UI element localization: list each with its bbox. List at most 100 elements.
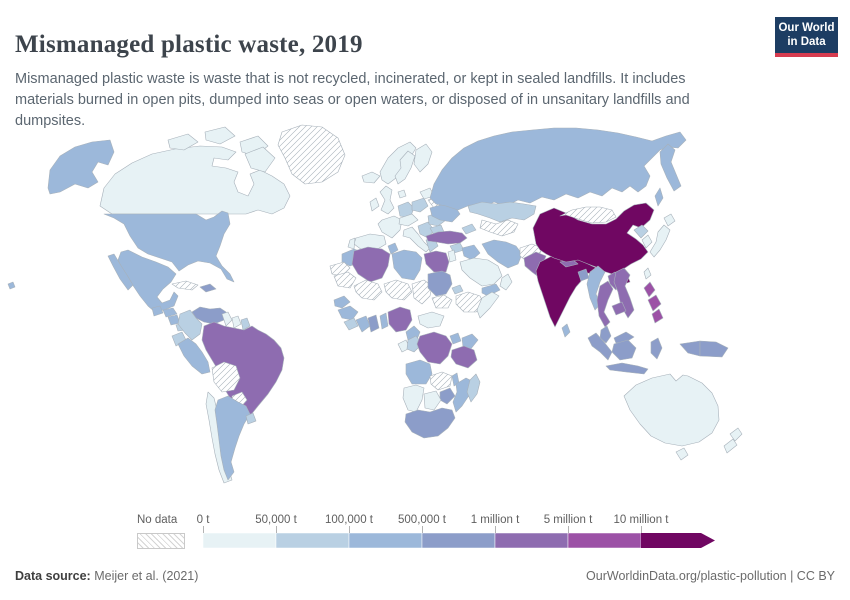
country-indonesia-sumatra[interactable]: [587, 332, 613, 361]
country-peru[interactable]: [177, 337, 211, 375]
country-libya[interactable]: [391, 249, 423, 281]
country-south-africa[interactable]: [404, 407, 456, 439]
country-australia[interactable]: [623, 373, 720, 447]
owid-logo[interactable]: Our World in Data: [775, 17, 838, 57]
country-france[interactable]: [377, 215, 403, 239]
country-bolivia[interactable]: [211, 361, 241, 393]
country-niger[interactable]: [383, 279, 413, 301]
country-madagascar[interactable]: [466, 373, 481, 403]
country-indonesia-sulawesi[interactable]: [650, 337, 663, 360]
country-sierra-leone[interactable]: [343, 317, 359, 331]
country-hawaii[interactable]: [7, 281, 16, 290]
country-eritrea[interactable]: [451, 284, 464, 295]
country-iran[interactable]: [481, 239, 523, 269]
country-somalia[interactable]: [476, 291, 500, 319]
country-nigeria[interactable]: [387, 306, 413, 333]
country-malaysia-borneo[interactable]: [613, 331, 635, 344]
country-spain[interactable]: [353, 233, 387, 251]
country-central-europe[interactable]: [398, 213, 419, 227]
country-philippines[interactable]: [643, 281, 656, 298]
country-russia[interactable]: [429, 127, 687, 211]
legend-bin-bin7[interactable]: [641, 533, 715, 548]
country-russia-sakhalin[interactable]: [654, 187, 664, 207]
legend-no-data-swatch[interactable]: [137, 533, 185, 549]
country-ghana[interactable]: [367, 314, 380, 333]
country-finland[interactable]: [413, 143, 433, 173]
country-united-states[interactable]: [103, 210, 235, 283]
country-egypt[interactable]: [423, 250, 450, 273]
legend-color-bar[interactable]: [202, 526, 717, 553]
country-tanzania[interactable]: [450, 345, 478, 369]
country-mongolia[interactable]: [559, 206, 617, 224]
country-canada[interactable]: [99, 145, 291, 215]
country-guatemala[interactable]: [151, 305, 164, 317]
country-papua-new-guinea[interactable]: [699, 340, 729, 358]
country-sri-lanka[interactable]: [561, 323, 571, 338]
country-western-sahara[interactable]: [329, 261, 351, 277]
country-indonesia-papua[interactable]: [679, 340, 701, 357]
country-botswana[interactable]: [423, 390, 442, 411]
credit-link[interactable]: OurWorldinData.org/plastic-pollution | C…: [586, 569, 835, 583]
country-colombia[interactable]: [177, 309, 203, 341]
country-mali[interactable]: [353, 279, 383, 301]
country-honduras[interactable]: [162, 307, 178, 318]
country-namibia[interactable]: [402, 384, 425, 413]
country-china[interactable]: [532, 202, 655, 275]
country-iceland[interactable]: [361, 171, 381, 184]
country-angola[interactable]: [405, 359, 433, 385]
country-levant[interactable]: [447, 249, 457, 263]
country-kazakhstan[interactable]: [467, 201, 537, 223]
country-tunisia[interactable]: [387, 242, 399, 255]
country-russia-kamchatka[interactable]: [659, 143, 682, 192]
country-canada-arctic[interactable]: [167, 133, 199, 151]
country-zambia[interactable]: [429, 371, 453, 391]
country-guyana[interactable]: [221, 311, 233, 327]
country-dr-congo[interactable]: [416, 331, 453, 365]
country-argentina[interactable]: [214, 395, 251, 481]
country-suriname[interactable]: [231, 315, 242, 329]
country-alaska[interactable]: [47, 139, 115, 195]
country-denmark[interactable]: [397, 189, 407, 199]
country-canada-baffin[interactable]: [244, 146, 276, 173]
country-portugal[interactable]: [347, 237, 356, 250]
legend-bin-bin5[interactable]: [494, 532, 569, 549]
country-uruguay[interactable]: [245, 412, 257, 425]
country-japan[interactable]: [649, 224, 671, 258]
country-caucasus[interactable]: [461, 223, 477, 235]
country-central-asia[interactable]: [479, 219, 519, 237]
country-canada-arctic[interactable]: [204, 126, 236, 145]
country-new-zealand[interactable]: [729, 427, 743, 442]
country-zimbabwe[interactable]: [439, 387, 456, 405]
country-north-korea[interactable]: [633, 224, 649, 239]
country-taiwan[interactable]: [643, 267, 652, 280]
legend-bin-bin6[interactable]: [567, 532, 642, 549]
country-cuba[interactable]: [171, 280, 199, 291]
country-senegal[interactable]: [333, 295, 351, 309]
legend-bin-bin2[interactable]: [275, 532, 350, 549]
country-ireland[interactable]: [369, 197, 380, 212]
country-indonesia-java[interactable]: [605, 362, 649, 375]
country-chad[interactable]: [411, 279, 433, 305]
country-saudi-arabia[interactable]: [459, 257, 503, 287]
country-guinea[interactable]: [337, 305, 359, 321]
country-kenya[interactable]: [461, 333, 479, 351]
country-south-sudan[interactable]: [431, 294, 453, 309]
country-philippines[interactable]: [651, 308, 664, 324]
country-malaysia[interactable]: [599, 325, 612, 344]
country-balkans[interactable]: [417, 221, 435, 239]
country-benin-togo[interactable]: [379, 312, 389, 330]
country-mauritania[interactable]: [333, 271, 357, 289]
country-united-kingdom[interactable]: [379, 185, 395, 215]
country-philippines[interactable]: [647, 294, 662, 312]
legend-bin-bin1[interactable]: [202, 532, 277, 549]
legend-color-bar-svg[interactable]: [202, 526, 717, 549]
country-mexico-baja[interactable]: [107, 253, 134, 291]
country-poland[interactable]: [411, 197, 429, 213]
country-tasmania[interactable]: [675, 447, 689, 461]
country-cambodia[interactable]: [611, 301, 627, 316]
country-sudan[interactable]: [427, 270, 453, 297]
country-algeria[interactable]: [351, 246, 391, 283]
country-oman[interactable]: [499, 273, 513, 291]
country-new-zealand[interactable]: [723, 438, 738, 454]
legend-bin-bin4[interactable]: [421, 532, 496, 549]
